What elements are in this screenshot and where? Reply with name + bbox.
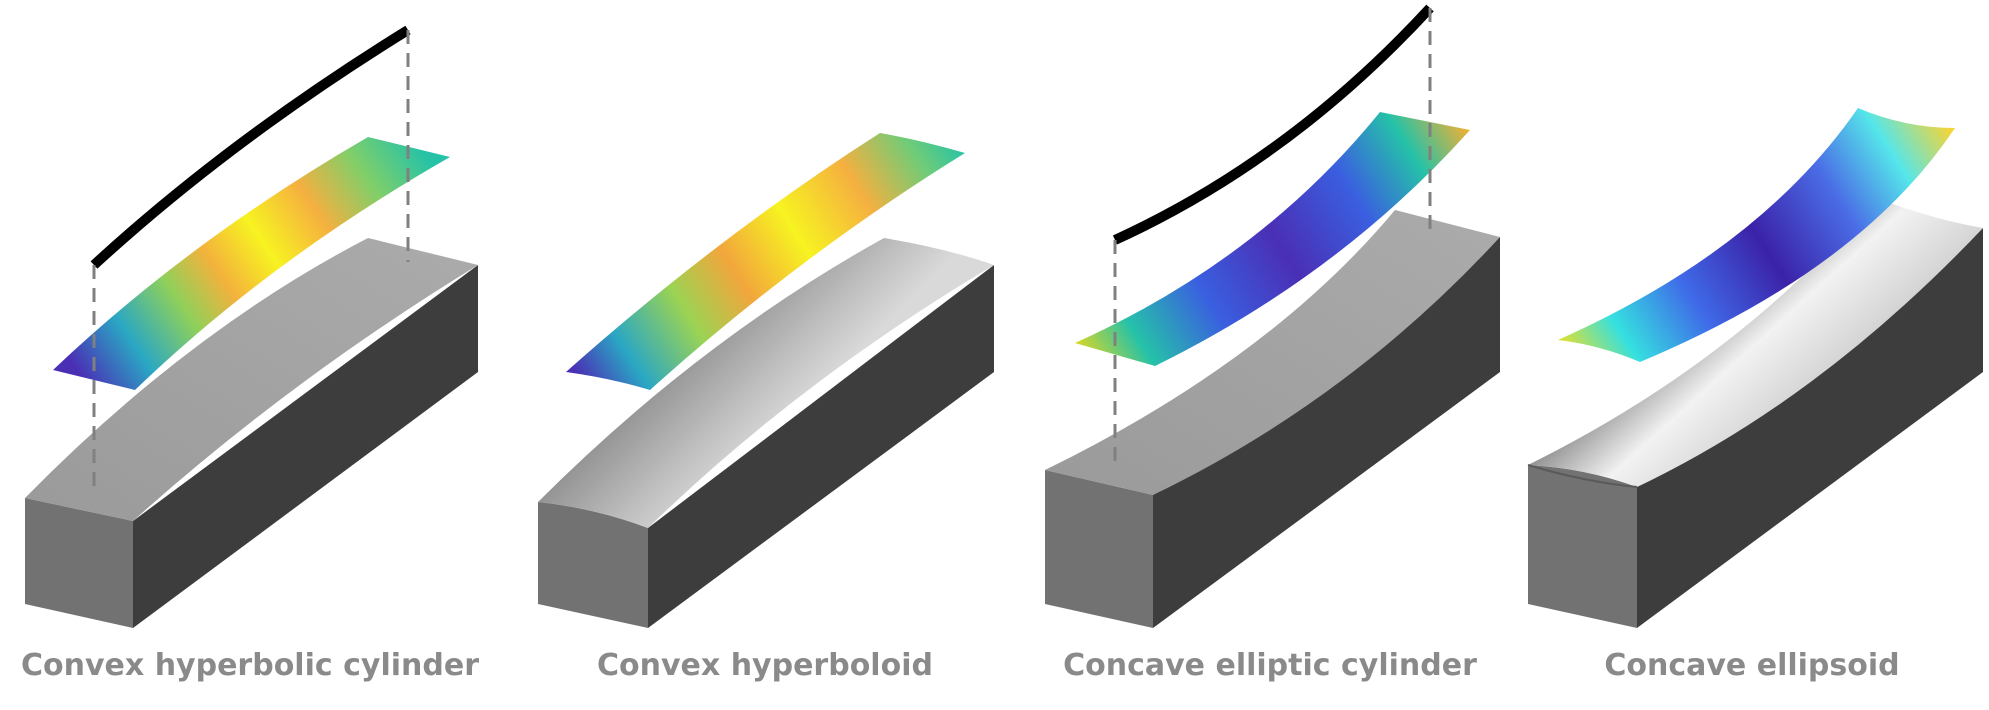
panel-concave-ellipsoid: Concave ellipsoid [1527, 108, 1983, 683]
block-4-top [1528, 198, 1983, 487]
block-1-front [25, 498, 133, 628]
caption-4: Concave ellipsoid [1604, 648, 1899, 683]
caption-3: Concave elliptic cylinder [1063, 648, 1477, 683]
block-4-front [1528, 465, 1637, 628]
strip-4 [1558, 108, 1955, 362]
block-3 [1045, 210, 1500, 628]
block-3-side [1153, 237, 1500, 628]
block-1-top [25, 238, 478, 521]
strip-1 [53, 137, 450, 390]
panel-convex-hyperboloid: Convex hyperboloid [538, 133, 994, 683]
block-4-side [1637, 228, 1983, 628]
strip-3 [1075, 112, 1470, 366]
caption-2: Convex hyperboloid [597, 648, 933, 683]
block-4-front-edge [1527, 464, 1638, 488]
strip-2 [566, 133, 965, 390]
block-4 [1527, 198, 1983, 628]
curve-profile-3 [1112, 4, 1434, 245]
block-2-front [538, 502, 648, 628]
panel-concave-elliptic-cylinder: Concave elliptic cylinder [1045, 4, 1500, 683]
panel-convex-hyperbolic-cylinder: Convex hyperbolic cylinder [21, 25, 479, 683]
block-2-top [538, 238, 994, 528]
block-2 [538, 238, 994, 628]
block-3-top [1045, 210, 1500, 495]
block-1-side [133, 265, 478, 628]
curve-profile-1 [90, 25, 411, 269]
caption-1: Convex hyperbolic cylinder [21, 648, 479, 683]
block-1 [25, 238, 478, 628]
block-3-front [1045, 470, 1153, 628]
block-2-side [648, 265, 994, 628]
